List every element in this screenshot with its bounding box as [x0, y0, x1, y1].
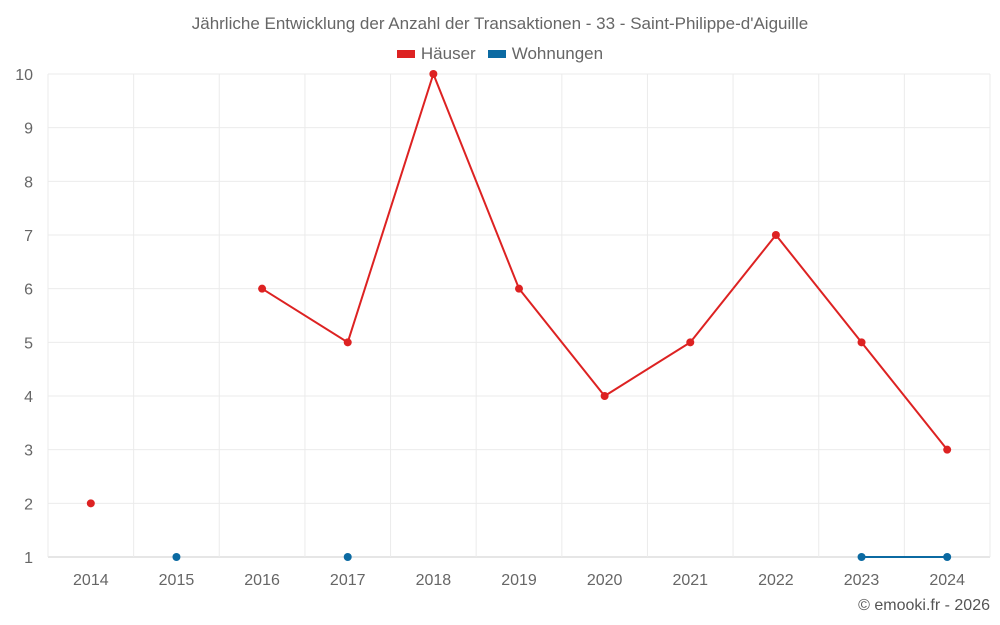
legend-item-wohnungen[interactable]: Wohnungen — [487, 44, 604, 64]
legend-swatch — [487, 50, 506, 58]
x-tick-label: 2022 — [758, 572, 794, 589]
data-point — [943, 445, 952, 454]
data-point — [343, 338, 352, 347]
data-point — [857, 553, 866, 561]
data-point — [172, 553, 181, 561]
data-point — [429, 70, 438, 78]
x-tick-label: 2019 — [501, 572, 537, 589]
x-tick-label: 2023 — [844, 572, 880, 589]
x-tick-label: 2014 — [73, 572, 109, 589]
y-tick-label: 4 — [24, 389, 33, 406]
x-tick-label: 2024 — [929, 572, 965, 589]
y-tick-label: 5 — [24, 335, 33, 352]
y-tick-label: 9 — [24, 121, 33, 138]
credit: © emooki.fr - 2026 — [858, 597, 990, 614]
y-tick-label: 7 — [24, 228, 33, 245]
y-tick-label: 1 — [24, 550, 33, 567]
data-point — [86, 499, 95, 508]
legend-label: Wohnungen — [511, 44, 604, 63]
data-point — [857, 338, 866, 347]
x-tick-label: 2020 — [587, 572, 623, 589]
y-tick-label: 6 — [24, 282, 33, 299]
legend: Häuser Wohnungen — [0, 44, 1000, 64]
x-tick-label: 2016 — [244, 572, 280, 589]
data-point — [515, 284, 523, 293]
data-point — [600, 392, 609, 400]
data-point — [258, 284, 267, 293]
y-tick-label: 8 — [24, 174, 33, 191]
x-tick-label: 2021 — [672, 572, 708, 589]
y-tick-label: 3 — [24, 443, 33, 460]
data-point — [343, 553, 352, 561]
x-tick-label: 2017 — [330, 572, 366, 589]
legend-swatch — [396, 50, 415, 58]
x-tick-label: 2018 — [416, 572, 452, 589]
y-tick-label: 10 — [15, 67, 33, 84]
legend-label: Häuser — [420, 44, 476, 63]
data-point — [771, 231, 780, 239]
chart-title: Jährliche Entwicklung der Anzahl der Tra… — [191, 14, 809, 33]
x-tick-label: 2015 — [159, 572, 195, 589]
data-point — [943, 553, 952, 561]
legend-item-haeuser[interactable]: Häuser — [396, 44, 476, 64]
y-tick-label: 2 — [24, 496, 33, 513]
data-point — [686, 338, 695, 347]
